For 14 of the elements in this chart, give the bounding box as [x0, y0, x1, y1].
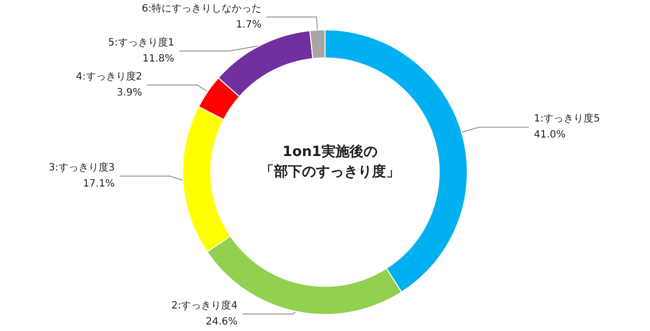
slice-label: 3:すっきり度3 [48, 162, 115, 174]
slice-label: 4:すっきり度2 [76, 70, 142, 82]
slice-label: 2:すっきり度4 [171, 300, 238, 312]
text: 1on1実施後の [282, 143, 378, 160]
slice-label: 5:すっきり度1 [108, 36, 174, 48]
data-label: 41.0% [534, 130, 566, 141]
data-label: 11.8% [142, 54, 174, 64]
data-label: 1.7% [236, 20, 262, 30]
text: 「部下のすっきり度」 [260, 163, 400, 180]
data-label: 17.1% [82, 178, 115, 190]
data-label: 24.6% [206, 316, 238, 328]
data-label: 3.9% [116, 88, 142, 98]
slice-label: 1:すっきり度5 [534, 112, 600, 125]
slice-label: 6:特にすっきりしなかった [142, 2, 262, 14]
